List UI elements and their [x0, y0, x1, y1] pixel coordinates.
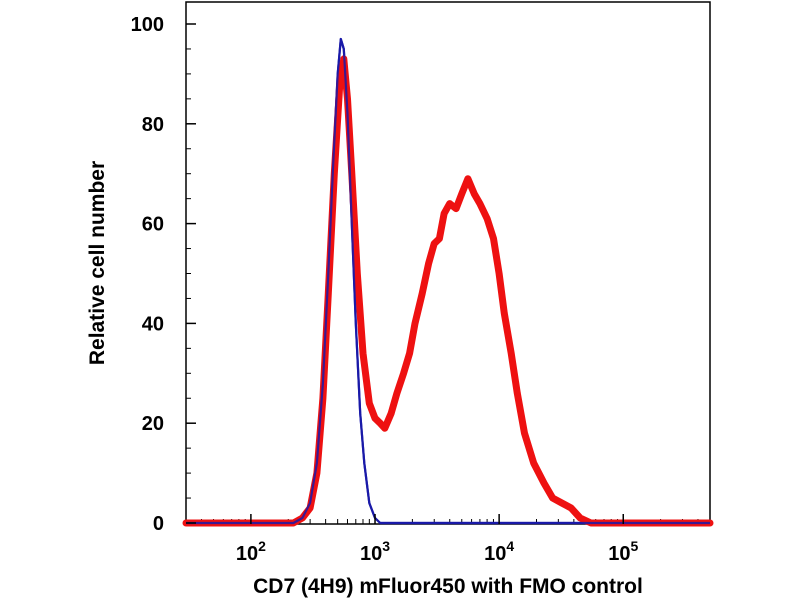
x-tick-label: 104 — [484, 538, 514, 565]
y-tick-label: 0 — [153, 513, 164, 535]
x-tick-label: 105 — [608, 538, 638, 565]
y-axis-ticks: 0 20 40 60 80 100 — [131, 14, 196, 535]
x-axis-title: CD7 (4H9) mFluor450 with FMO control — [253, 575, 643, 598]
series-line-fmo-control — [184, 37, 712, 525]
series-layer — [182, 37, 714, 527]
y-axis-title: Relative cell number — [86, 161, 109, 365]
y-tick-label: 60 — [142, 214, 164, 236]
x-tick-label: 102 — [236, 538, 266, 565]
plot-frame — [185, 1, 711, 525]
y-tick-label: 80 — [142, 114, 164, 136]
series-line-fmo-overlay — [186, 37, 710, 525]
y-tick-label: 20 — [142, 413, 164, 435]
series-line-cd7-stain — [182, 55, 714, 527]
y-tick-label: 40 — [142, 313, 164, 335]
y-minor-ticks — [186, 48, 191, 499]
x-tick-label: 103 — [360, 538, 390, 565]
y-tick-label: 100 — [131, 14, 164, 36]
